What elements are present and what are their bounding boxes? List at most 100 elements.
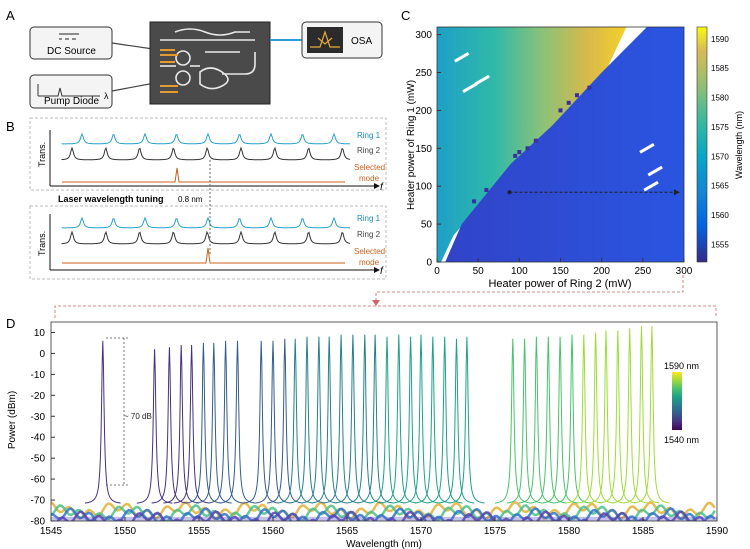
spectrum-x-tick-label: 1565	[336, 526, 359, 537]
panel-b-bottom-frame	[29, 205, 387, 280]
heatmap-gap	[639, 142, 655, 154]
heatmap-x-tick-label: 150	[552, 266, 569, 277]
panel-a: DC Source λ Pump Diode OSA	[29, 21, 383, 109]
heatmap-gap	[462, 82, 478, 93]
colorbar-tick-label: 1580	[711, 94, 729, 103]
heatmap-x-tick-label: 300	[676, 266, 693, 277]
colorbar-tick-label: 1590	[711, 35, 729, 44]
spectrum-peak	[380, 334, 417, 504]
ring1-label-top: Ring 1	[357, 131, 381, 140]
dynamic-range-annotation	[106, 337, 128, 486]
connector-arrow-icon	[372, 300, 380, 306]
spectrum-peak	[565, 334, 602, 504]
connector-c-to-d	[54, 275, 717, 318]
heatmap-lower-region	[445, 27, 684, 262]
spectrum-ylabel: Power (dBm)	[7, 391, 18, 449]
spectrum-noise-floor	[51, 500, 717, 521]
spectrum-x-tick-label: 1550	[114, 526, 137, 537]
spectrum-colorbar-bottom: 1540 nm	[664, 435, 699, 445]
heatmap-x-tick-label: 100	[511, 266, 528, 277]
spectrum-colorbar	[672, 372, 682, 430]
spectrum-y-tick-label: 0	[39, 349, 45, 360]
heatmap-y-tick-label: 50	[421, 220, 433, 231]
noise-floor-trace	[51, 507, 716, 521]
spectrum-peak	[634, 326, 670, 504]
spectrum-peak	[267, 338, 303, 504]
heatmap-x-tick-label: 50	[473, 266, 485, 277]
chip-waveguides	[160, 28, 256, 90]
selected-mode-trace-top	[62, 167, 345, 183]
heatmap-dot	[574, 93, 579, 98]
spectrum-colorbar-top: 1590 nm	[664, 361, 699, 371]
panel-a-label: A	[6, 8, 15, 23]
spectrum-peak	[255, 340, 291, 504]
ring1-trace-bottom	[61, 216, 351, 229]
spectrum-y-tick-label: -50	[31, 454, 46, 465]
spectrum-peak	[207, 340, 244, 504]
f-arrow-icon-top	[374, 183, 380, 189]
selected-label-bottom: Selected	[354, 247, 385, 256]
pump-spectrum-icon	[37, 84, 100, 97]
heatmap-y-tick-label: 0	[426, 258, 432, 269]
noise-floor-trace	[56, 510, 706, 521]
heatmap-dot	[513, 153, 518, 158]
heatmap-arrow-head	[673, 189, 680, 196]
heatmap-axis-ticks: 0 50 100 150 200 250 300 0 50 100 150 200 250 300	[415, 30, 692, 277]
heatmap-dot	[525, 146, 530, 151]
ring1-label-bottom: Ring 1	[357, 214, 381, 223]
tuning-label: Laser wavelength tuning	[58, 194, 164, 204]
selected-mode-trace-bottom	[62, 247, 345, 264]
spectrum-peak	[623, 326, 660, 504]
heatmap-x-tick-label: 200	[593, 266, 610, 277]
spectrum-peak	[577, 332, 614, 504]
spectrum-x-tick-label: 1580	[558, 526, 581, 537]
pump-diode-box	[29, 74, 113, 109]
mode-label-top: mode	[359, 174, 380, 183]
spectrum-peak	[163, 344, 200, 504]
heatmap-gap	[454, 52, 470, 63]
lambda-symbol: λ	[104, 91, 109, 101]
spectrum-peak	[301, 336, 337, 504]
spectrum-y-tick-label: -10	[31, 370, 46, 381]
spectrum-peaks	[84, 326, 670, 504]
spectrum-axis-ticks: 1545 1550 1555 1560 1565 1570 1575 1580 1585 1590…	[31, 328, 729, 537]
colorbar-tick-label: 1570	[711, 152, 729, 161]
colorbar-label: Wavelength (nm)	[734, 111, 744, 179]
heatmap-gap	[643, 180, 659, 192]
heatmap-ylabel: Heater power of Ring 1 (mW)	[406, 80, 417, 210]
noise-floor-fill	[51, 516, 717, 521]
dynamic-range-label: ~ 70 dB	[124, 412, 152, 421]
ring1-trace-top	[61, 132, 351, 145]
colorbar-tick-label: 1575	[711, 123, 729, 132]
pump-diode-label: Pump Diode	[44, 96, 99, 107]
panel-c-label: C	[401, 8, 410, 23]
ring2-label-top: Ring 2	[357, 146, 381, 155]
heatmap-x-tick-label: 0	[434, 266, 440, 277]
ring2-label-bottom: Ring 2	[357, 230, 381, 239]
panel-b-label: B	[6, 119, 15, 134]
heatmap-xlabel: Heater power of Ring 2 (mW)	[488, 278, 631, 290]
heatmap-dot	[517, 150, 522, 155]
dc-source-label: DC Source	[47, 46, 96, 57]
spectrum-peak	[185, 342, 222, 504]
heatmap-y-tick-label: 150	[415, 144, 432, 155]
spectrum-y-tick-label: -80	[31, 517, 46, 528]
spectrum-peak	[346, 334, 383, 504]
heatmap-dot	[533, 138, 538, 143]
chip-electrodes	[160, 49, 178, 93]
spectrum-peak	[449, 336, 485, 504]
heatmap-gap	[647, 165, 663, 177]
spectrum-peak	[289, 336, 325, 504]
spectrum-frame	[50, 321, 718, 522]
heatmap-dot	[566, 100, 571, 105]
selected-label-top: Selected	[354, 163, 385, 172]
spectrum-background	[51, 322, 717, 521]
heatmap-y-tick-label: 250	[415, 68, 432, 79]
mode-label-bottom: mode	[359, 258, 380, 267]
spectrum-y-tick-label: -70	[31, 496, 46, 507]
spectrum-peak	[84, 340, 121, 504]
spectrum-y-tick-label: -20	[31, 391, 46, 402]
heatmap-dot	[472, 199, 477, 204]
colorbar	[696, 26, 708, 263]
spectrum-x-tick-label: 1545	[40, 526, 63, 537]
